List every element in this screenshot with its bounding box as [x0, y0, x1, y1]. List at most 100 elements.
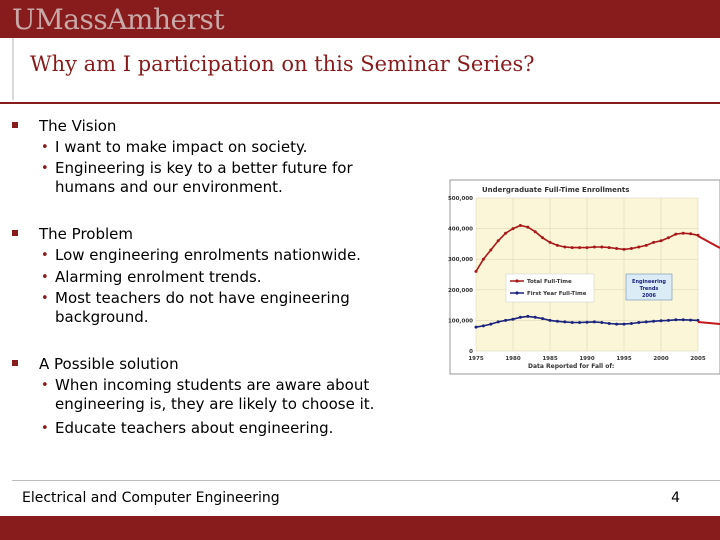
bullet-dot-icon: •	[41, 270, 49, 285]
data-point	[526, 314, 530, 318]
list-item-text: Engineering is key to a better future fo…	[55, 159, 353, 196]
data-point	[607, 246, 611, 250]
list-item: • Low engineering enrolments nationwide.	[41, 246, 455, 265]
chart-x-ticks: 1975 1980 1985 1990 1995 2000 2005	[468, 356, 705, 362]
enrollment-chart-svg: Undergraduate Full-Time Enrollments Data…	[448, 179, 720, 375]
y-tick-label: 0	[469, 349, 473, 355]
title-divider	[0, 102, 720, 104]
section-label: A Possible solution	[39, 355, 179, 373]
data-point	[496, 320, 500, 324]
footer-department: Electrical and Computer Engineering	[22, 490, 280, 506]
annotation-line-3: 2006	[642, 293, 656, 299]
data-point	[600, 245, 604, 249]
x-tick-label: 1980	[505, 356, 520, 362]
data-point	[600, 321, 604, 324]
chart-series	[474, 224, 700, 329]
legend-marker-total	[515, 279, 519, 283]
legend-label-total: Total Full-Time	[527, 279, 572, 285]
annotation-line-1: Engineering	[632, 279, 666, 285]
data-point	[592, 245, 596, 249]
x-tick-label: 1985	[542, 356, 557, 362]
data-point	[474, 269, 478, 273]
data-point	[652, 319, 656, 323]
data-point	[644, 320, 648, 324]
y-tick-label: 300,000	[448, 257, 473, 263]
annotation-line-2: Trends	[640, 286, 659, 292]
data-point	[496, 239, 500, 243]
data-point	[511, 227, 515, 231]
x-tick-label: 1975	[468, 356, 483, 362]
list-item-text: Educate teachers about engineering.	[55, 419, 334, 437]
data-point	[563, 245, 567, 249]
list-item-text: I want to make impact on society.	[55, 138, 308, 156]
y-tick-label: 200,000	[448, 288, 473, 294]
bullet-dot-icon: •	[41, 248, 49, 263]
data-point	[548, 318, 552, 322]
section-label: The Problem	[39, 225, 133, 243]
list-item: • Educate teachers about engineering.	[41, 419, 455, 438]
list-item: • I want to make impact on society.	[41, 138, 455, 157]
data-point	[541, 317, 545, 321]
bullet-dot-icon: •	[41, 291, 49, 306]
chart-y-ticks: 0 100,000 200,000 300,000 400,000 500,000	[448, 196, 473, 355]
list-item: • Engineering is key to a better future …	[41, 159, 415, 197]
data-point	[570, 246, 574, 250]
data-point	[622, 322, 626, 326]
annotation-box	[625, 273, 673, 301]
legend-box	[505, 273, 595, 303]
x-tick-label: 1990	[579, 356, 594, 362]
list-item-text: Alarming enrolment trends.	[55, 268, 262, 286]
bullet-dot-icon: •	[41, 140, 49, 155]
data-point	[585, 246, 589, 250]
umass-amherst-logo: UMassAmherst	[12, 3, 225, 36]
bottom-bar	[0, 516, 720, 540]
x-tick-label: 1995	[616, 356, 631, 362]
y-tick-label: 500,000	[448, 196, 473, 202]
list-item: • Alarming enrolment trends.	[41, 268, 455, 287]
y-tick-label: 100,000	[448, 318, 473, 324]
slide-title: Why am I participation on this Seminar S…	[30, 52, 535, 76]
data-point	[489, 322, 493, 326]
chart-legend: Total Full-Time First Year Full-Time	[505, 273, 595, 303]
data-point	[629, 247, 633, 250]
data-point	[681, 318, 685, 322]
bullet-dot-icon: •	[41, 378, 49, 393]
data-point	[555, 243, 559, 247]
data-point	[659, 239, 663, 243]
data-point	[629, 322, 633, 325]
square-bullet-icon	[12, 122, 18, 128]
data-point	[666, 236, 670, 240]
trend-arrow-first-year	[697, 321, 720, 325]
title-area	[12, 38, 720, 100]
data-point	[489, 248, 493, 252]
footer: Electrical and Computer Engineering 4	[12, 480, 720, 517]
list-item: • When incoming students are aware about…	[41, 376, 435, 414]
data-point	[504, 231, 508, 235]
chart-annotation: Engineering Trends 2006	[625, 273, 673, 301]
data-point	[689, 232, 693, 236]
data-point	[518, 315, 522, 319]
data-point	[526, 225, 530, 229]
data-point	[511, 317, 515, 321]
legend-label-first-year: First Year Full-Time	[527, 291, 587, 297]
data-point	[674, 318, 678, 322]
list-item-text: Low engineering enrolments nationwide.	[55, 246, 361, 264]
data-point	[533, 230, 537, 234]
data-point	[481, 257, 485, 261]
data-point	[652, 240, 656, 244]
section-label: The Vision	[39, 117, 117, 135]
data-point	[666, 318, 670, 322]
data-point	[504, 318, 508, 322]
data-point	[622, 247, 626, 251]
data-point	[592, 320, 596, 324]
header-bar: UMassAmherst	[0, 0, 720, 38]
data-point	[681, 231, 685, 235]
x-tick-label: 2000	[653, 356, 668, 362]
list-item: • Most teachers do not have engineering …	[41, 289, 405, 327]
data-point	[659, 319, 663, 323]
bullet-dot-icon: •	[41, 421, 49, 436]
enrollment-chart: Undergraduate Full-Time Enrollments Data…	[420, 178, 720, 376]
data-point	[578, 321, 582, 324]
trend-arrow-total	[697, 235, 720, 249]
y-tick-label: 400,000	[448, 227, 473, 233]
